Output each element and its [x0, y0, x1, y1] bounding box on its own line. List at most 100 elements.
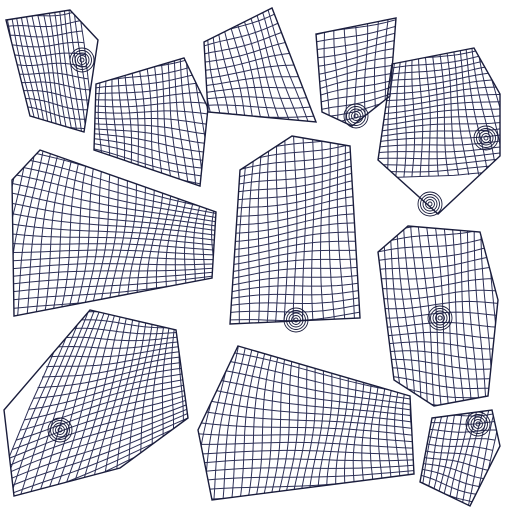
wire-row: [23, 130, 97, 132]
uv-island-top-left-patch: [0, 0, 99, 133]
wire-column: [255, 136, 263, 324]
wire-row: [198, 467, 414, 483]
wire-row: [94, 135, 208, 162]
wire-row: [198, 462, 414, 474]
wire-column: [328, 136, 337, 324]
wire-row: [230, 160, 360, 190]
wire-row: [316, 18, 396, 25]
pinch-ring: [353, 113, 359, 119]
pinch-ring: [476, 128, 496, 148]
wire-column: [326, 354, 341, 500]
wire-row: [94, 81, 204, 96]
wire-row: [94, 140, 208, 171]
wire-row: [12, 275, 216, 305]
pinch-ring: [475, 421, 481, 427]
uv-island-bottom-center-panel: [197, 345, 415, 501]
wire-column: [228, 346, 257, 500]
island-outline: [377, 225, 499, 407]
wire-row: [378, 64, 497, 84]
pinch-ring: [77, 55, 87, 65]
pinch-ring: [47, 417, 73, 443]
wire-row: [6, 30, 83, 38]
wire-row: [11, 81, 90, 91]
wire-column: [402, 226, 422, 406]
wire-row: [378, 374, 498, 390]
island-outline: [5, 9, 99, 133]
wire-row: [94, 149, 208, 186]
wire-row: [230, 278, 360, 296]
wire-row: [230, 144, 360, 177]
island-outline: [11, 149, 217, 317]
wire-row: [198, 409, 414, 433]
wire-row: [6, 41, 85, 48]
wire-column: [15, 150, 47, 316]
wire-row: [378, 93, 500, 109]
wire-column: [282, 136, 289, 324]
wire-column: [191, 308, 202, 434]
wire-row: [316, 38, 396, 61]
wire-row: [94, 101, 207, 108]
wire-column: [211, 346, 242, 500]
wire-row: [378, 366, 498, 380]
wire-column: [27, 10, 56, 132]
wire-row: [204, 16, 292, 52]
wire-column: [389, 226, 410, 406]
wire-row: [420, 448, 491, 462]
wire-column: [441, 226, 458, 406]
wire-column: [450, 48, 470, 175]
wire-row: [316, 46, 396, 69]
wire-row: [378, 52, 494, 73]
wire-column: [215, 17, 240, 122]
wire-row: [198, 432, 414, 445]
wire-column: [258, 346, 283, 500]
island-outline: [203, 7, 318, 123]
wire-column: [302, 23, 310, 128]
wire-row: [230, 168, 360, 197]
uv-island-right-upper-patch: [377, 47, 501, 215]
wire-row: [202, 356, 414, 405]
wire-column: [146, 172, 164, 311]
wire-row: [230, 222, 360, 243]
wire-row: [230, 136, 360, 156]
wire-column: [230, 143, 231, 324]
wire-column: [378, 229, 381, 403]
wire-column: [159, 58, 174, 186]
wire-row: [378, 255, 498, 272]
wire-column: [17, 10, 47, 132]
island-outline: [3, 309, 189, 497]
wire-column: [23, 150, 55, 316]
wire-row: [378, 341, 498, 350]
wire-column: [107, 159, 129, 316]
wire-row: [204, 104, 316, 109]
wire-row: [198, 477, 414, 500]
wire-row: [12, 181, 216, 228]
wire-column: [22, 310, 104, 496]
uv-island-top-center-panel: [203, 7, 318, 123]
wire-row: [378, 321, 498, 328]
pinch-ring: [351, 111, 361, 121]
wire-column: [33, 10, 61, 132]
wire-column: [257, 8, 305, 122]
wire-row: [378, 350, 498, 360]
pinch-ring: [69, 47, 95, 73]
wire-column: [48, 150, 77, 316]
wire-column: [81, 310, 133, 488]
wire-row: [46, 349, 188, 368]
wire-row: [316, 69, 396, 93]
wire-column: [290, 346, 310, 500]
wire-row: [204, 118, 316, 122]
wire-column: [166, 58, 183, 186]
pinch-ring: [291, 315, 301, 325]
wire-column: [361, 363, 373, 500]
wire-column: [51, 310, 118, 496]
wire-row: [378, 79, 500, 96]
wire-row: [0, 0, 78, 4]
wire-row: [4, 395, 188, 468]
uv-island-bottom-right-patch: [419, 409, 501, 507]
wire-row: [204, 51, 306, 73]
wire-column: [317, 352, 333, 500]
wire-column: [232, 9, 266, 122]
wire-row: [12, 265, 216, 280]
wire-row: [378, 58, 495, 78]
